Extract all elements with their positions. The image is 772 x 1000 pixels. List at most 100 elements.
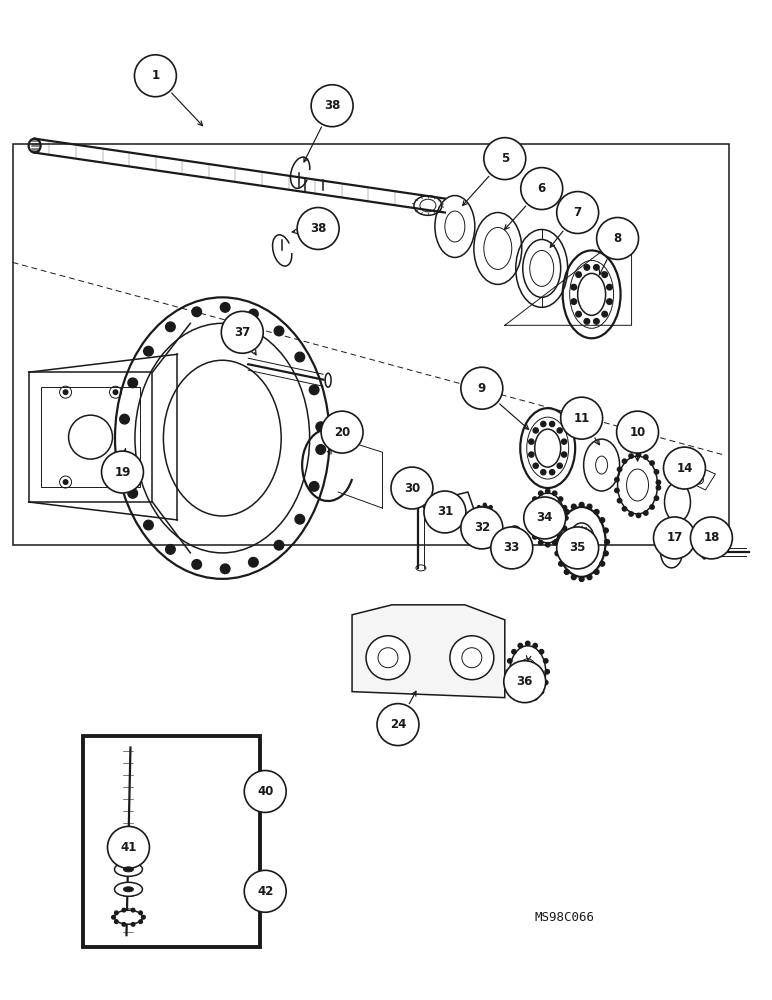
Circle shape <box>615 477 619 482</box>
Text: 42: 42 <box>257 885 273 898</box>
Circle shape <box>564 509 569 514</box>
Circle shape <box>120 452 129 462</box>
Circle shape <box>533 696 537 700</box>
Circle shape <box>654 496 659 500</box>
Circle shape <box>615 488 619 493</box>
Ellipse shape <box>702 545 707 559</box>
Circle shape <box>654 517 696 559</box>
Circle shape <box>477 506 480 509</box>
Circle shape <box>559 561 564 566</box>
Ellipse shape <box>114 882 143 896</box>
Circle shape <box>144 346 154 356</box>
Circle shape <box>461 507 503 549</box>
Ellipse shape <box>114 862 143 876</box>
Bar <box>41 387 141 487</box>
Text: 40: 40 <box>257 785 273 798</box>
Circle shape <box>533 643 537 648</box>
Circle shape <box>484 138 526 180</box>
Circle shape <box>636 452 641 457</box>
Circle shape <box>560 397 603 439</box>
Circle shape <box>594 319 599 324</box>
Circle shape <box>650 505 654 509</box>
Circle shape <box>134 55 176 97</box>
Text: 35: 35 <box>570 541 586 554</box>
Circle shape <box>122 923 126 926</box>
Circle shape <box>644 455 648 459</box>
Circle shape <box>518 643 523 648</box>
Circle shape <box>220 564 230 574</box>
Circle shape <box>512 650 516 654</box>
Circle shape <box>139 920 142 923</box>
Circle shape <box>120 414 129 424</box>
Circle shape <box>571 575 576 580</box>
Circle shape <box>579 502 584 507</box>
Circle shape <box>512 689 516 694</box>
Text: 10: 10 <box>629 426 645 439</box>
Circle shape <box>557 428 562 433</box>
Text: 32: 32 <box>474 521 490 534</box>
Circle shape <box>523 497 566 539</box>
Polygon shape <box>352 605 505 698</box>
Text: 1: 1 <box>151 69 160 82</box>
Circle shape <box>663 447 706 489</box>
Circle shape <box>559 518 564 522</box>
Text: 38: 38 <box>324 99 340 112</box>
Circle shape <box>311 85 353 127</box>
Circle shape <box>561 439 567 444</box>
Text: 19: 19 <box>114 466 130 479</box>
Circle shape <box>249 557 258 567</box>
Circle shape <box>122 908 126 912</box>
Circle shape <box>473 529 476 532</box>
Circle shape <box>602 272 608 277</box>
Circle shape <box>607 284 612 290</box>
Circle shape <box>629 512 633 516</box>
Text: 9: 9 <box>478 382 486 395</box>
Circle shape <box>192 307 201 317</box>
Circle shape <box>550 421 555 427</box>
Text: 33: 33 <box>503 541 520 554</box>
Circle shape <box>594 265 599 270</box>
Circle shape <box>473 512 476 515</box>
Circle shape <box>554 540 559 544</box>
Circle shape <box>576 311 581 317</box>
Circle shape <box>546 543 550 547</box>
Text: MS98C066: MS98C066 <box>535 911 594 924</box>
Ellipse shape <box>124 887 134 892</box>
Circle shape <box>491 527 533 569</box>
Circle shape <box>321 411 363 453</box>
Circle shape <box>377 704 419 746</box>
Circle shape <box>587 504 592 509</box>
Circle shape <box>526 641 530 646</box>
Circle shape <box>597 218 638 259</box>
Circle shape <box>600 518 604 522</box>
Circle shape <box>604 528 608 533</box>
Circle shape <box>483 538 486 541</box>
Circle shape <box>579 577 584 581</box>
Circle shape <box>543 680 548 685</box>
Circle shape <box>654 470 659 474</box>
Circle shape <box>450 636 494 680</box>
Circle shape <box>244 771 286 812</box>
Circle shape <box>113 389 118 395</box>
Circle shape <box>274 326 284 336</box>
Circle shape <box>529 439 534 444</box>
Circle shape <box>618 467 621 472</box>
Text: 8: 8 <box>614 232 621 245</box>
Circle shape <box>539 491 543 495</box>
Circle shape <box>274 540 284 550</box>
Circle shape <box>656 480 661 485</box>
Circle shape <box>472 520 475 523</box>
Circle shape <box>131 908 135 912</box>
Circle shape <box>644 511 648 515</box>
Circle shape <box>546 489 550 493</box>
Ellipse shape <box>124 867 134 872</box>
Circle shape <box>518 696 523 700</box>
Circle shape <box>529 506 533 510</box>
Circle shape <box>622 459 627 463</box>
Text: 37: 37 <box>234 326 250 339</box>
Circle shape <box>550 470 555 475</box>
Circle shape <box>506 669 510 674</box>
Text: 6: 6 <box>537 182 546 195</box>
Circle shape <box>562 526 567 530</box>
Circle shape <box>622 507 627 511</box>
